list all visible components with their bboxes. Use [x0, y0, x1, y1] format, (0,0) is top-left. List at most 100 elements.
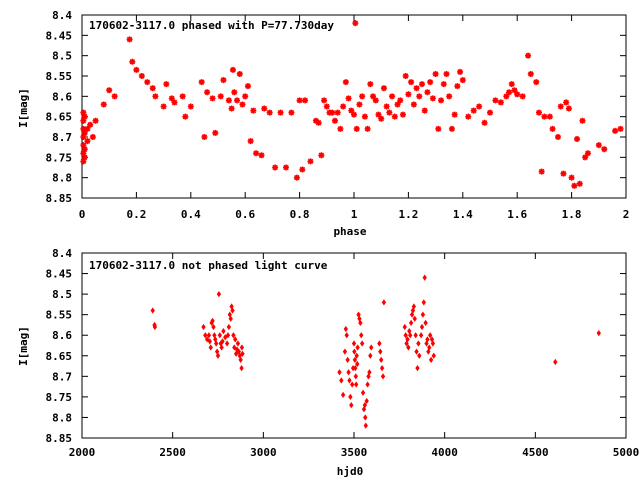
data-point [394, 101, 401, 108]
data-point [81, 129, 88, 136]
data-point [417, 352, 422, 359]
data-point [421, 107, 428, 114]
data-point [353, 373, 358, 380]
data-point [344, 332, 349, 339]
data-point [182, 113, 189, 120]
y-tick-label: 8.85 [46, 192, 73, 205]
data-point [312, 117, 319, 124]
x-tick-label: 5000 [613, 446, 640, 459]
data-point [402, 323, 407, 331]
data-point [80, 158, 87, 165]
data-point [201, 323, 206, 331]
data-point [232, 344, 237, 351]
tick-marks [81, 252, 627, 439]
data-point [307, 158, 314, 165]
data-point [419, 81, 425, 88]
y-tick-label: 8.6 [52, 329, 72, 342]
data-point [302, 97, 309, 104]
data-point [359, 93, 366, 100]
data-point [152, 93, 159, 100]
data-point [379, 356, 384, 364]
data-point [84, 125, 91, 132]
data-point [582, 154, 589, 161]
data-point [579, 117, 586, 124]
data-point [358, 319, 363, 327]
x-tick-label: 0.4 [181, 208, 201, 221]
data-point [565, 105, 572, 112]
y-tick-label: 8.65 [46, 111, 73, 124]
data-point [576, 180, 583, 187]
data-point [81, 146, 88, 153]
data-point [492, 97, 499, 104]
data-point [293, 174, 300, 181]
data-point [378, 115, 385, 122]
y-tick-labels: 8.4 8.45 8.5 8.55 8.6 8.65 8.7 8.75 8.8 8.85 [46, 247, 73, 445]
x-tick-label: 1.6 [507, 208, 527, 221]
data-point [352, 20, 359, 27]
data-point [432, 70, 439, 77]
data-point [546, 113, 553, 120]
chart-title: 170602-3117.0 phased with P=77.730day [89, 19, 334, 32]
data-point [339, 377, 344, 384]
data-point [80, 109, 87, 116]
data-point [283, 164, 289, 171]
data-point [470, 107, 477, 114]
y-tick-label: 8.55 [46, 70, 73, 83]
data-point [187, 103, 194, 110]
data-point [397, 97, 404, 104]
data-point [315, 119, 322, 126]
data-point [272, 164, 279, 171]
data-point [408, 332, 413, 339]
data-point [235, 340, 241, 347]
data-point [163, 81, 170, 88]
data-point [555, 134, 561, 140]
data-point [364, 125, 371, 132]
data-point [203, 332, 208, 339]
data-point [465, 113, 472, 120]
data-point [337, 125, 344, 132]
data-point [92, 117, 99, 124]
data-point [612, 127, 619, 134]
y-tick-label: 8.4 [52, 247, 72, 260]
data-point [383, 103, 390, 110]
x-tick-label: 0 [79, 208, 86, 221]
data-point [451, 111, 458, 118]
data-point [144, 79, 151, 86]
data-point [413, 332, 418, 339]
data-point [212, 129, 219, 136]
data-point [349, 401, 354, 409]
data-point [80, 142, 87, 149]
data-point [443, 70, 450, 77]
data-point [226, 323, 232, 331]
data-point [368, 352, 373, 359]
data-point [533, 79, 540, 86]
data-point [514, 91, 521, 98]
data-point [527, 70, 534, 77]
y-tick-label: 8.45 [46, 29, 73, 42]
data-point [431, 352, 436, 359]
data-point [179, 93, 186, 100]
y-tick-labels: 8.4 8.45 8.5 8.55 8.6 8.65 8.7 8.75 8.8 8.85 [46, 9, 73, 205]
data-point [215, 352, 221, 359]
data-point [415, 364, 420, 372]
data-point [247, 138, 254, 145]
data-point [424, 89, 431, 96]
data-point [133, 66, 140, 73]
data-point [362, 401, 368, 409]
data-point [359, 340, 365, 347]
data-point [346, 369, 351, 376]
data-point [318, 152, 325, 159]
data-point [413, 85, 420, 92]
data-point [214, 340, 219, 347]
data-point [171, 99, 178, 106]
data-point [363, 422, 368, 429]
data-point [266, 109, 273, 116]
x-tick-labels: 2000 2500 3000 3500 4000 4500 5000 [69, 446, 640, 459]
data-point [231, 89, 238, 96]
x-tick-label: 1.2 [398, 208, 418, 221]
data-point [261, 105, 268, 112]
data-point [416, 340, 421, 347]
data-point [497, 99, 504, 106]
data-point [329, 109, 336, 116]
data-point [595, 142, 602, 149]
